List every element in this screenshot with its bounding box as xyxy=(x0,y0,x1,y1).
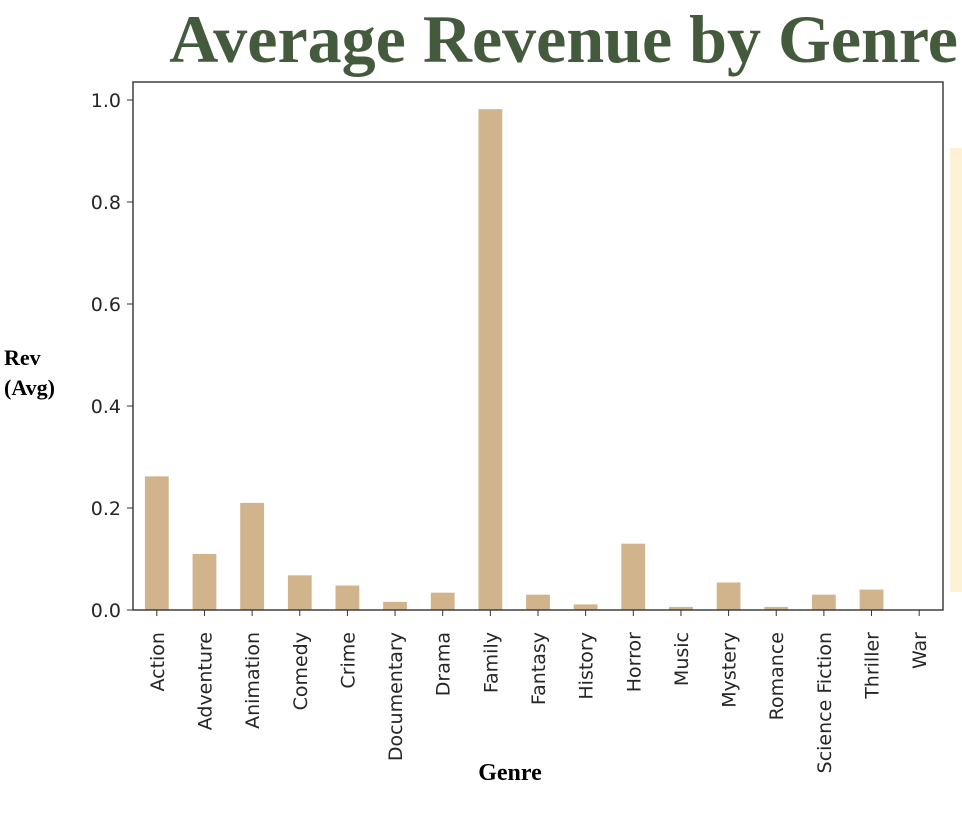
x-tick-label: Comedy xyxy=(290,632,312,710)
x-ticks-layer: Action Adventure Animation Comedy Crime Docum… xyxy=(147,610,931,773)
bar-history xyxy=(573,604,598,610)
x-tick-label: Animation xyxy=(242,632,264,729)
bar-horror xyxy=(621,543,646,610)
x-tick-label: Documentary xyxy=(385,632,407,761)
bar-adventure xyxy=(192,553,217,610)
bar-drama xyxy=(430,592,455,610)
y-tick-label: 0.0 xyxy=(91,600,121,622)
bar-documentary xyxy=(383,601,407,610)
x-tick-label: Action xyxy=(147,632,169,692)
x-tick-label: Horror xyxy=(623,632,645,692)
bar-music xyxy=(669,606,693,610)
y-axis-label-line-1: Rev xyxy=(4,345,41,370)
x-tick-label: Adventure xyxy=(194,632,216,730)
bar-science-fiction xyxy=(811,594,836,610)
y-axis-label: Rev (Avg) xyxy=(4,343,55,403)
bar-comedy xyxy=(287,575,312,610)
bar-family xyxy=(478,109,503,611)
y-tick-label: 0.2 xyxy=(91,498,121,520)
x-tick-label: Drama xyxy=(433,632,455,696)
x-tick-label: Romance xyxy=(766,632,788,720)
bar-animation xyxy=(240,502,265,610)
chart-title: Average Revenue by Genre xyxy=(169,1,958,77)
x-tick-label: War xyxy=(909,632,931,669)
plot-frame xyxy=(132,81,944,611)
x-tick-label: Music xyxy=(671,632,693,686)
y-tick-label: 0.4 xyxy=(91,396,121,418)
x-tick-label: Thriller xyxy=(862,632,884,700)
x-tick-label: History xyxy=(576,632,598,700)
bar-crime xyxy=(335,585,360,610)
y-tick-label: 0.8 xyxy=(91,192,121,214)
bar-mystery xyxy=(716,582,741,610)
x-tick-label: Science Fiction xyxy=(814,632,836,773)
bar-thriller xyxy=(859,589,884,610)
y-tick-label: 0.6 xyxy=(91,294,121,316)
bars-layer xyxy=(144,109,884,611)
x-tick-label: Mystery xyxy=(719,632,741,708)
x-tick-label: Family xyxy=(480,632,502,693)
decorative-strip xyxy=(950,148,962,592)
y-axis-label-line-2: (Avg) xyxy=(4,375,55,400)
x-axis-label: Genre xyxy=(478,760,542,786)
y-tick-label: 1.0 xyxy=(91,90,121,112)
x-tick-label: Fantasy xyxy=(528,632,550,705)
x-tick-label: Crime xyxy=(337,632,359,689)
bar-action xyxy=(144,476,169,610)
bar-romance xyxy=(764,606,789,610)
y-ticks-layer: 0.0 0.2 0.4 0.6 0.8 1.0 xyxy=(91,90,133,622)
bar-fantasy xyxy=(526,594,550,610)
